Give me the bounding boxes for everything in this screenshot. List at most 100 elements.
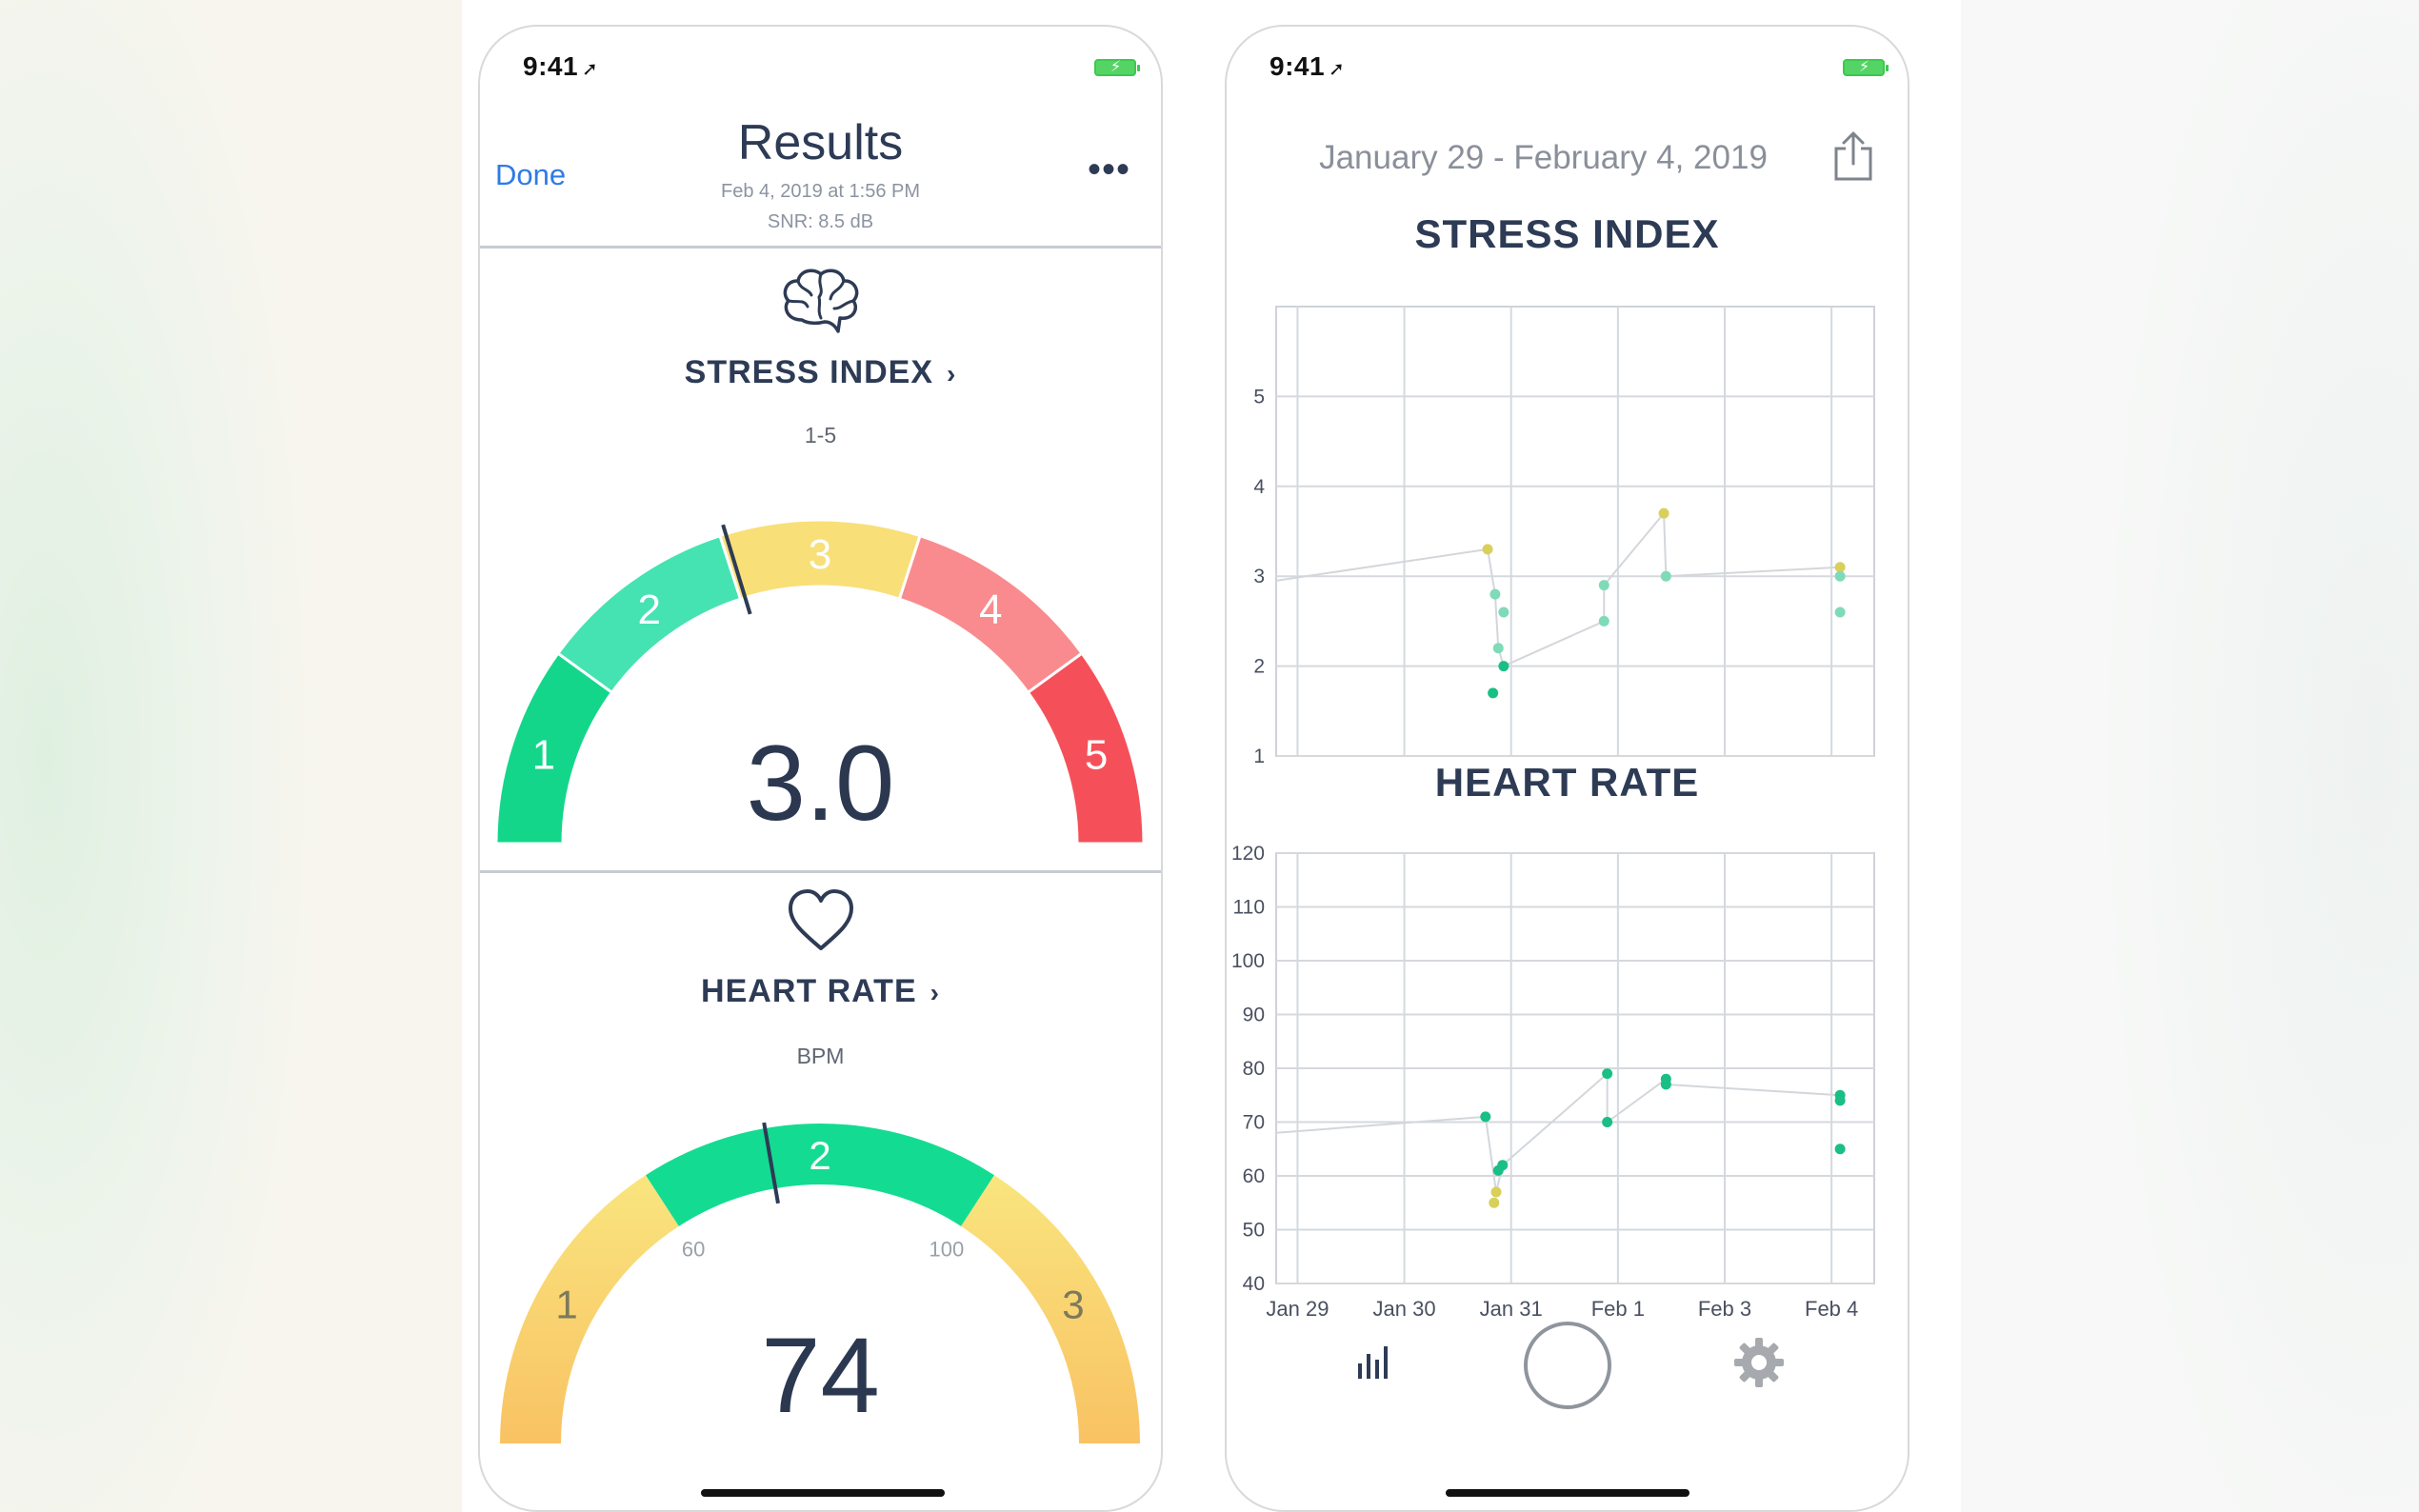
data-point <box>1498 661 1509 672</box>
x-tick-label: Jan 29 <box>1266 1297 1329 1321</box>
location-arrow-icon: ➚ <box>1329 59 1346 80</box>
chevron-right-icon: › <box>947 359 957 388</box>
heart-rate-link[interactable]: HEART RATE › <box>480 973 1161 1010</box>
heart-rate-value: 74 <box>761 1316 880 1435</box>
done-button[interactable]: Done <box>495 158 567 191</box>
data-point <box>1834 570 1846 582</box>
home-indicator[interactable] <box>1446 1489 1689 1497</box>
heart-chart-title: HEART RATE <box>1434 760 1700 805</box>
x-tick-label: Feb 4 <box>1805 1297 1858 1321</box>
data-point <box>1490 1186 1502 1198</box>
data-point <box>1602 1117 1613 1127</box>
y-tick-label: 2 <box>1253 656 1265 678</box>
stress-segment-label: 5 <box>1085 732 1108 779</box>
stress-segment-label: 2 <box>637 587 660 633</box>
gear-icon[interactable] <box>1731 1335 1787 1390</box>
data-point <box>1660 1079 1671 1090</box>
data-point <box>1602 1068 1613 1080</box>
y-tick-label: 70 <box>1243 1112 1265 1134</box>
chevron-right-icon: › <box>930 978 940 1007</box>
phone-history: 9:41 ➚ ⚡ January 29 - February 4, 2019 ST… <box>1225 25 1909 1512</box>
data-point <box>1489 1197 1500 1208</box>
heart-icon <box>789 889 853 950</box>
x-tick-label: Jan 30 <box>1373 1297 1436 1321</box>
stress-segment-label: 4 <box>979 587 1002 633</box>
charging-bolt-icon: ⚡ <box>1859 59 1870 75</box>
hr-zone-low <box>500 1175 679 1443</box>
y-tick-label: 100 <box>1231 950 1265 972</box>
hr-zone-label: 2 <box>809 1133 830 1178</box>
share-icon[interactable] <box>1832 129 1874 183</box>
x-tick-label: Feb 1 <box>1591 1297 1645 1321</box>
connector-line <box>1663 513 1668 577</box>
stress-index-chart: 1 2 3 4 5 <box>1253 306 1875 767</box>
stress-needle <box>721 524 752 615</box>
x-tick-label: Jan 31 <box>1480 1297 1543 1321</box>
heart-rate-title: HEART RATE <box>701 973 917 1009</box>
data-point <box>1834 562 1846 573</box>
data-point <box>1834 607 1846 618</box>
y-tick-label: 110 <box>1233 897 1265 919</box>
stress-scale-label: 1-5 <box>804 423 837 448</box>
battery-icon: ⚡ <box>1094 59 1140 76</box>
data-point <box>1598 615 1609 627</box>
hr-range-label: 100 <box>930 1237 965 1261</box>
x-tick-label: Feb 3 <box>1698 1297 1751 1321</box>
connector-line <box>1603 512 1665 587</box>
y-tick-label: 80 <box>1243 1058 1265 1080</box>
y-tick-label: 1 <box>1253 746 1265 767</box>
brain-icon <box>783 269 859 333</box>
hr-zone-high <box>961 1175 1140 1443</box>
y-tick-label: 120 <box>1231 843 1265 865</box>
data-point <box>1658 507 1669 519</box>
hr-zone-normal <box>646 1124 994 1226</box>
bar-chart-icon[interactable] <box>1354 1339 1398 1383</box>
stress-segment-label: 3 <box>809 531 831 578</box>
status-time: 9:41 ➚ <box>523 51 599 81</box>
connector-line <box>1502 1072 1609 1166</box>
hr-zone-label: 3 <box>1062 1283 1084 1327</box>
connector-line <box>1666 566 1841 578</box>
data-point <box>1482 544 1493 555</box>
home-indicator[interactable] <box>701 1489 945 1497</box>
y-tick-label: 40 <box>1243 1273 1265 1295</box>
stress-index-link[interactable]: STRESS INDEX › <box>480 354 1161 391</box>
battery-icon: ⚡ <box>1843 59 1889 76</box>
location-arrow-icon: ➚ <box>582 59 599 80</box>
data-point <box>1660 570 1671 582</box>
connector-line <box>1503 620 1605 667</box>
heart-rate-unit: BPM <box>796 1044 845 1068</box>
plot-area <box>1275 306 1875 757</box>
data-point <box>1598 580 1609 591</box>
data-point <box>1498 607 1509 618</box>
y-tick-label: 5 <box>1253 386 1265 408</box>
hr-needle <box>762 1122 780 1204</box>
stress-segment-5 <box>1026 651 1146 846</box>
hr-zone-label: 1 <box>555 1283 577 1327</box>
stress-value: 3.0 <box>746 724 895 843</box>
page-title: Results <box>737 115 904 170</box>
snr-label: SNR: 8.5 dB <box>767 211 874 232</box>
heart-rate-gauge: 1 2 3 60 100 <box>500 1122 1140 1443</box>
y-tick-label: 3 <box>1253 566 1265 587</box>
connector-line <box>1666 1083 1841 1097</box>
connector-line <box>1607 1078 1667 1124</box>
y-tick-label: 50 <box>1243 1220 1265 1242</box>
record-button-icon[interactable] <box>1520 1318 1615 1413</box>
charging-bolt-icon: ⚡ <box>1110 59 1122 75</box>
section-divider <box>480 870 1161 873</box>
trend-line <box>1275 1115 1486 1134</box>
trend-line <box>1275 547 1489 582</box>
data-point <box>1480 1111 1491 1123</box>
y-tick-label: 60 <box>1243 1165 1265 1187</box>
date-range-label: January 29 - February 4, 2019 <box>1319 139 1768 176</box>
hr-range-label: 60 <box>682 1237 705 1261</box>
more-options-button[interactable]: ••• <box>1087 149 1130 190</box>
data-point <box>1492 1164 1504 1176</box>
stress-segment-label: 1 <box>532 732 555 779</box>
heart-rate-chart: 40 50 60 70 80 90 100 110 120 Jan 29 Jan 30 Jan 31 F… <box>1231 843 1875 1321</box>
data-point <box>1489 588 1501 600</box>
data-point <box>1834 1144 1846 1155</box>
phone-results: 9:41 ➚ ⚡ Done Results Feb 4, 2019 at 1:56… <box>478 25 1163 1512</box>
